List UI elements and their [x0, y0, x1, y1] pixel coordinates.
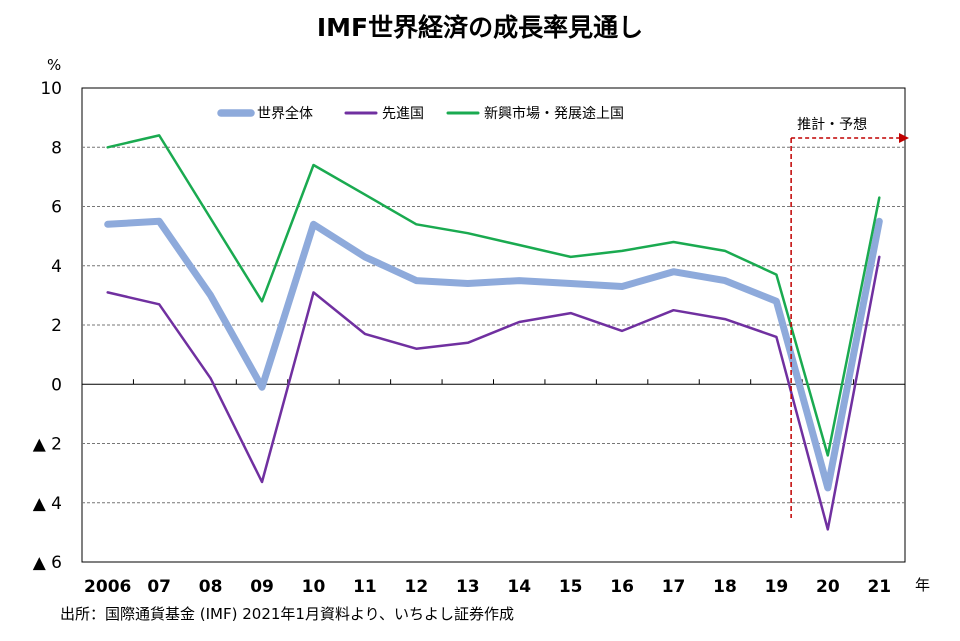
- y-tick-label: ▲ 6: [33, 553, 62, 573]
- y-tick-label: 4: [51, 257, 62, 277]
- x-tick-label: 11: [353, 577, 377, 597]
- x-tick-label: 12: [405, 577, 429, 597]
- x-axis-ticks: 2006 07 08 09 10 11 12 13 14 15 16 17 18 19 20 21: [84, 577, 891, 597]
- x-tick-label: 16: [610, 577, 634, 597]
- legend-label: 先進国: [382, 106, 424, 122]
- x-tick-label: 13: [456, 577, 480, 597]
- x-tick-label: 20: [816, 577, 840, 597]
- x-tick-label: 08: [199, 577, 223, 597]
- gridlines: [82, 146, 905, 504]
- chart-title: IMF世界経済の成長率見通し: [316, 13, 644, 42]
- y-tick-label: ▲ 4: [33, 494, 62, 514]
- legend-label: 新興市場・発展途上国: [484, 105, 624, 122]
- x-tick-label: 14: [507, 577, 531, 597]
- x-tick-label: 2006: [84, 577, 131, 597]
- y-tick-label: 0: [51, 375, 62, 395]
- x-tick-label: 19: [765, 577, 789, 597]
- forecast-marker: 推計・予想: [790, 117, 909, 518]
- y-axis-unit: %: [47, 56, 61, 74]
- y-tick-label: ▲ 2: [33, 435, 62, 455]
- x-tick-label: 07: [147, 577, 171, 597]
- legend-label: 世界全体: [257, 105, 313, 122]
- y-tick-label: 8: [51, 138, 62, 158]
- x-tick-label: 17: [662, 577, 686, 597]
- forecast-arrow-head: [899, 133, 909, 143]
- series-line-3: [106, 134, 881, 457]
- y-tick-label: 10: [40, 79, 62, 99]
- x-axis-unit: 年: [915, 576, 930, 594]
- forecast-label: 推計・予想: [797, 117, 867, 133]
- series-line-1: [104, 217, 883, 492]
- y-tick-label: 2: [51, 316, 62, 336]
- x-tick-label: 18: [713, 577, 737, 597]
- x-tick-label: 21: [867, 577, 891, 597]
- series-lines: [104, 134, 883, 531]
- source-note: 出所：国際通貨基金 (IMF) 2021年1月資料より、いちよし証券作成: [60, 605, 515, 623]
- x-tick-label: 15: [559, 577, 583, 597]
- series-line-2: [106, 255, 881, 531]
- x-tick-label: 10: [302, 577, 326, 597]
- legend: 世界全体 先進国 新興市場・発展途上国: [217, 105, 624, 122]
- x-tick-label: 09: [250, 577, 274, 597]
- y-tick-label: 6: [51, 198, 62, 218]
- y-axis-ticks: 10 8 6 4 2 0 ▲ 2 ▲ 4 ▲ 6: [33, 79, 62, 573]
